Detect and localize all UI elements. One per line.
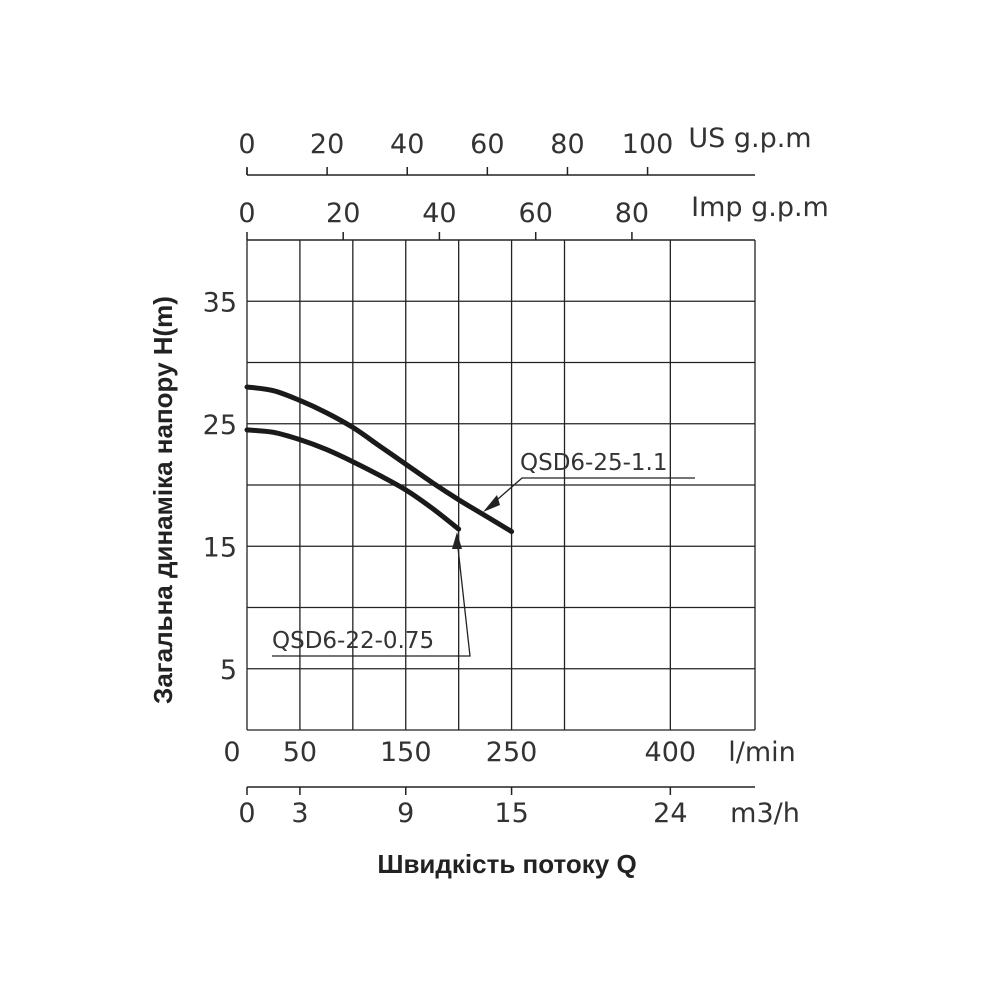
secondary-axis-tick-label: 0 xyxy=(238,798,255,829)
x-tick-label-lmin: 250 xyxy=(486,737,538,768)
leader-line-qsd6-22-0-75 xyxy=(272,547,471,657)
grid xyxy=(246,240,756,731)
leader-arrow-qsd6-22-0-75 xyxy=(452,532,462,549)
secondary-axis-tick-label: 60 xyxy=(519,198,553,229)
secondary-axis-tick-label: 80 xyxy=(615,198,649,229)
curves xyxy=(244,384,515,535)
series-line-qsd6-22-0-75 xyxy=(244,427,462,532)
series-line-qsd6-25-1-1 xyxy=(244,384,515,535)
x-tick-label-lmin: 400 xyxy=(645,737,697,768)
secondary-axis-tick-label: 0 xyxy=(238,129,255,160)
y-axis-title: Загальна динаміка напору H(m) xyxy=(148,296,178,704)
secondary-axis-tick-label: 60 xyxy=(470,129,504,160)
x-axis-title: Швидкість потоку Q xyxy=(377,849,636,879)
leader-arrow-qsd6-25-1-1 xyxy=(483,495,500,512)
secondary-axis-tick-label: 20 xyxy=(326,198,360,229)
x-tick-label-lmin: 50 xyxy=(283,737,317,768)
secondary-axis-tick-label: 20 xyxy=(310,129,344,160)
series-label-qsd6-22-0-75: QSD6-22-0.75 xyxy=(272,628,434,654)
y-tick-label: 15 xyxy=(203,532,237,563)
secondary-axis-unit: Imp g.p.m xyxy=(691,192,829,223)
axes xyxy=(246,167,755,795)
secondary-axis-tick-label: 80 xyxy=(550,129,584,160)
secondary-axis-unit: m3/h xyxy=(730,798,800,829)
series-label-qsd6-25-1-1: QSD6-25-1.1 xyxy=(520,450,668,476)
x-unit-lmin: l/min xyxy=(728,737,796,768)
secondary-axis-tick-label: 40 xyxy=(390,129,424,160)
secondary-axis-tick-label: 40 xyxy=(422,198,456,229)
y-tick-label: 25 xyxy=(203,410,237,441)
leader-line-qsd6-25-1-1 xyxy=(489,477,695,507)
y-tick-label: 5 xyxy=(220,655,237,686)
secondary-axis-tick-label: 3 xyxy=(291,798,308,829)
y-tick-label: 35 xyxy=(203,287,237,318)
x-tick-label-lmin: 0 xyxy=(223,737,240,768)
secondary-axis-tick-label: 100 xyxy=(622,129,674,160)
secondary-axis-unit: US g.p.m xyxy=(688,123,811,154)
secondary-axis-tick-label: 9 xyxy=(397,798,414,829)
secondary-axis-tick-label: 15 xyxy=(494,798,528,829)
secondary-axis-tick-label: 24 xyxy=(653,798,687,829)
x-tick-label-lmin: 150 xyxy=(380,737,432,768)
secondary-axis-tick-label: 0 xyxy=(238,198,255,229)
